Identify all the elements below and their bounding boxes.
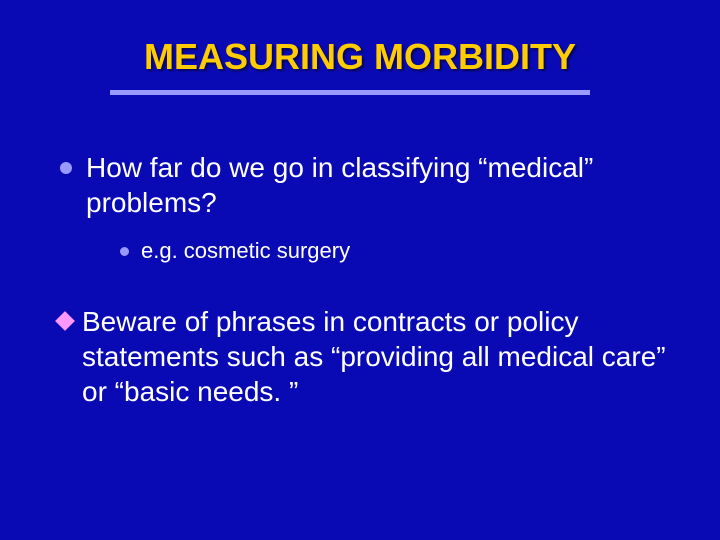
bullet-diamond-item: Beware of phrases in contracts or policy… xyxy=(60,304,670,409)
title-area: MEASURING MORBIDITY xyxy=(0,36,720,78)
bullet-diamond-text: Beware of phrases in contracts or policy… xyxy=(82,304,670,409)
slide-body: How far do we go in classifying “medical… xyxy=(60,150,670,409)
bullet-level1-text: How far do we go in classifying “medical… xyxy=(86,150,670,220)
bullet-level1-item: How far do we go in classifying “medical… xyxy=(60,150,670,220)
title-underline xyxy=(110,90,590,95)
diamond-bullet-icon xyxy=(55,311,75,331)
bullet-level2-text: e.g. cosmetic surgery xyxy=(141,238,350,264)
slide: MEASURING MORBIDITY How far do we go in … xyxy=(0,0,720,540)
disc-bullet-icon xyxy=(120,247,129,256)
disc-bullet-icon xyxy=(60,162,72,174)
bullet-level2-item: e.g. cosmetic surgery xyxy=(120,238,670,264)
slide-title: MEASURING MORBIDITY xyxy=(144,36,576,78)
